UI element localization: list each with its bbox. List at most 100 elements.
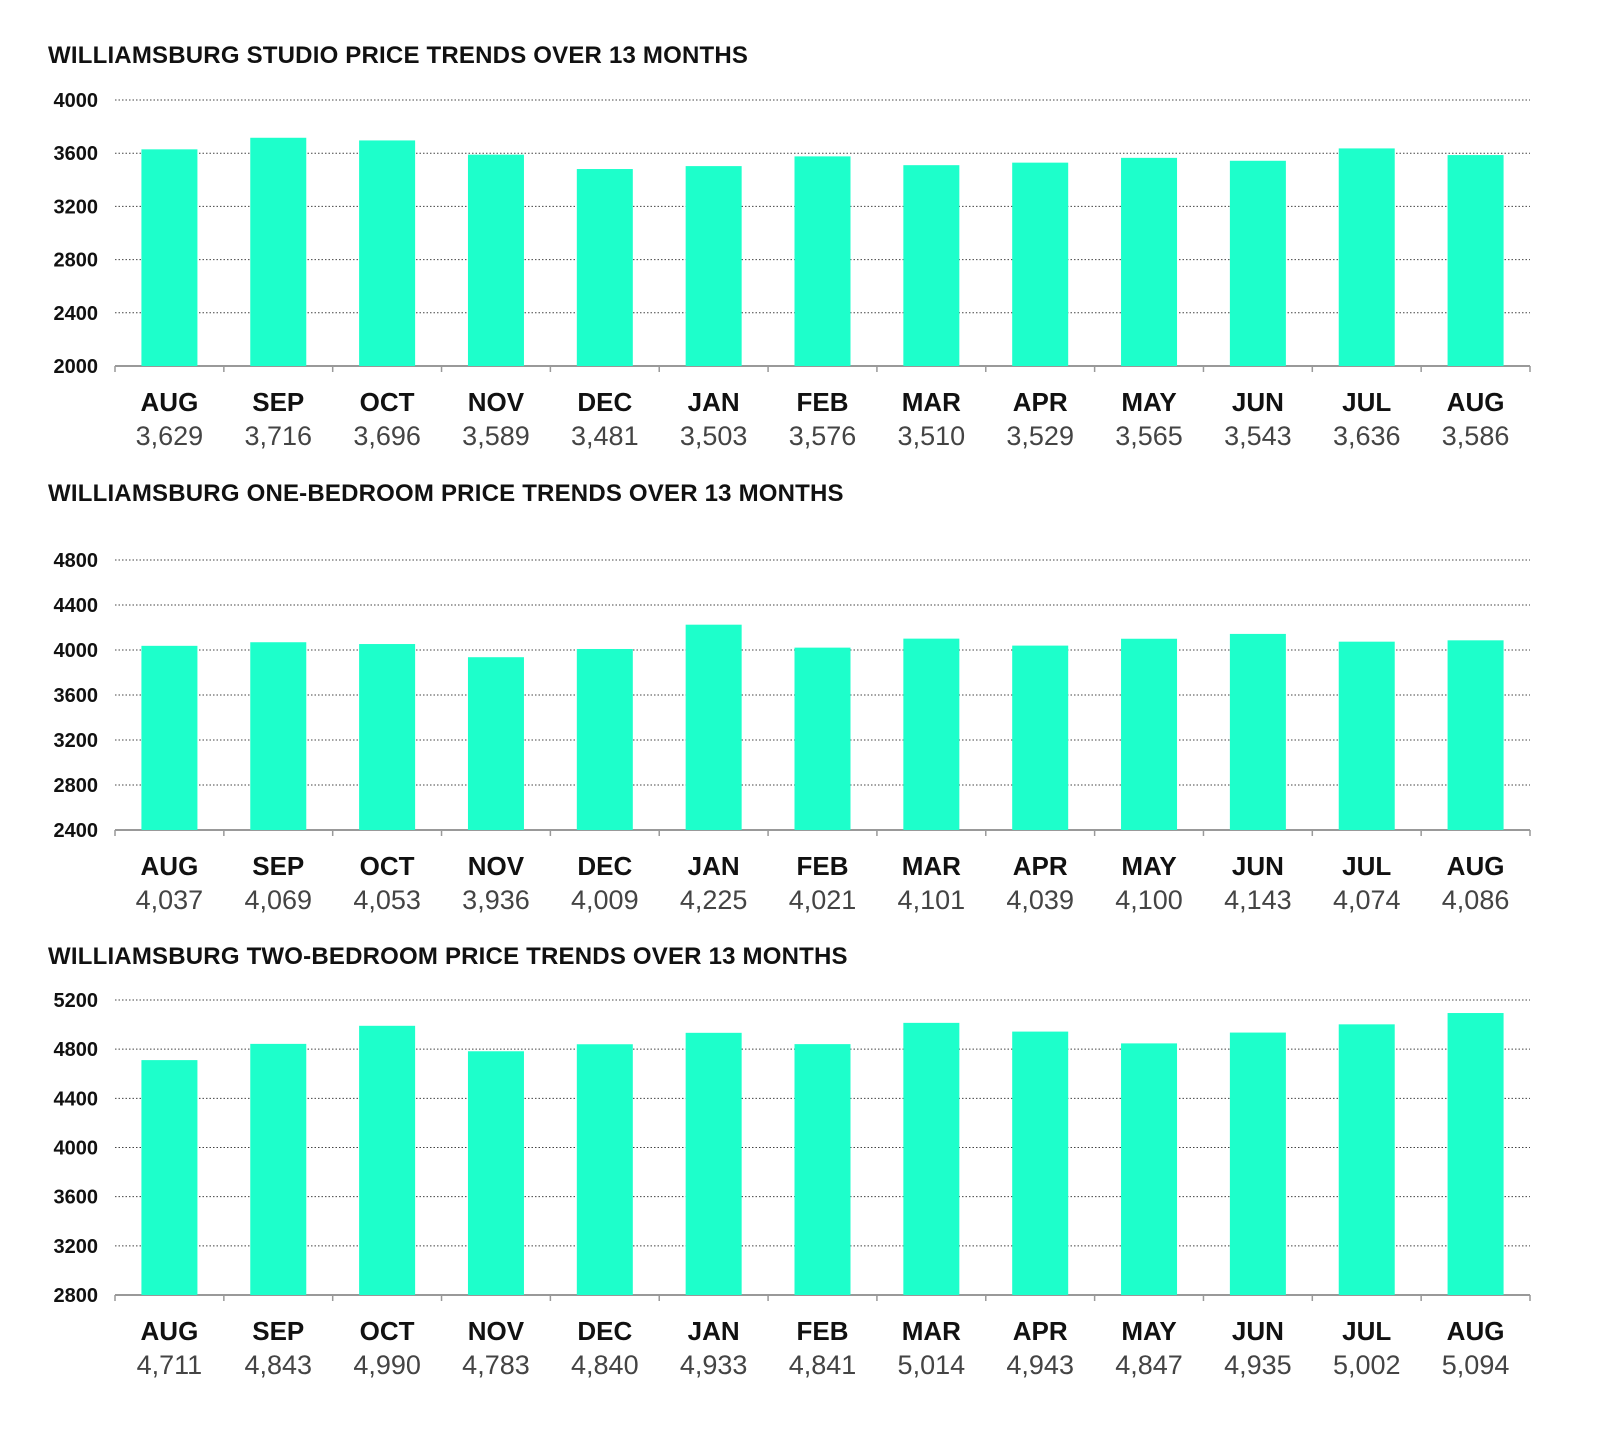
x-value-label: 3,503 bbox=[680, 421, 748, 451]
two-bedroom-chart-plot: 2800 3200 3600 4000 4400 4800 5200 AUG 4,711 SEP 4… bbox=[54, 990, 1531, 1380]
bar bbox=[141, 645, 198, 830]
y-tick-label: 2800 bbox=[54, 250, 99, 272]
x-value-label: 4,843 bbox=[244, 1350, 312, 1380]
bar bbox=[1012, 1031, 1069, 1295]
x-category-label: DEC bbox=[577, 387, 632, 417]
x-value-label: 5,002 bbox=[1333, 1350, 1401, 1380]
x-category-label: JUN bbox=[1232, 851, 1284, 881]
bar bbox=[576, 169, 633, 366]
y-tick-label: 4000 bbox=[54, 640, 99, 662]
x-value-label: 4,711 bbox=[137, 1350, 203, 1380]
y-tick-label: 3600 bbox=[54, 143, 99, 165]
x-category-label: MAY bbox=[1121, 387, 1176, 417]
x-value-label: 3,510 bbox=[898, 421, 966, 451]
x-category-label: JUL bbox=[1342, 387, 1391, 417]
x-category-label: MAY bbox=[1121, 851, 1176, 881]
one-bedroom-chart-plot: 2400 2800 3200 3600 4000 4400 4800 AUG 4,037 SEP 4… bbox=[54, 550, 1531, 915]
x-value-label: 4,841 bbox=[789, 1350, 857, 1380]
studio-chart-plot: 2000 2400 2800 3200 3600 4000 AUG 3,629 SEP 3,716… bbox=[54, 90, 1531, 451]
bar bbox=[576, 1044, 633, 1295]
y-tick-label: 4400 bbox=[54, 1088, 99, 1110]
x-value-label: 3,629 bbox=[136, 421, 204, 451]
x-category-label: JAN bbox=[688, 387, 740, 417]
x-category-label: MAR bbox=[902, 1316, 961, 1346]
bar bbox=[794, 156, 851, 366]
x-category-label: MAY bbox=[1121, 1316, 1176, 1346]
bar bbox=[467, 1051, 524, 1295]
bar bbox=[467, 154, 524, 366]
x-value-label: 3,586 bbox=[1442, 421, 1510, 451]
y-tick-label: 4800 bbox=[54, 550, 99, 572]
x-value-label: 3,543 bbox=[1224, 421, 1292, 451]
bar bbox=[1121, 638, 1178, 830]
bar bbox=[685, 624, 742, 830]
x-value-label: 5,094 bbox=[1442, 1350, 1510, 1380]
x-value-label: 4,009 bbox=[571, 885, 639, 915]
x-category-label: NOV bbox=[468, 851, 525, 881]
chart-title: WILLIAMSBURG STUDIO PRICE TRENDS OVER 13… bbox=[48, 42, 749, 69]
x-category-label: FEB bbox=[797, 1316, 849, 1346]
x-category-label: JUL bbox=[1342, 1316, 1391, 1346]
chart-title: WILLIAMSBURG ONE-BEDROOM PRICE TRENDS OV… bbox=[48, 480, 844, 507]
x-category-label: AUG bbox=[141, 851, 199, 881]
bar bbox=[141, 1060, 198, 1295]
x-category-label: SEP bbox=[252, 387, 304, 417]
x-category-label: JUN bbox=[1232, 1316, 1284, 1346]
x-value-label: 4,783 bbox=[462, 1350, 530, 1380]
x-category-label: DEC bbox=[577, 1316, 632, 1346]
x-category-label: OCT bbox=[360, 387, 415, 417]
bar bbox=[685, 1032, 742, 1295]
y-tick-label: 4400 bbox=[54, 595, 99, 617]
x-value-label: 4,840 bbox=[571, 1350, 639, 1380]
bar bbox=[1447, 155, 1504, 366]
y-tick-label: 3600 bbox=[54, 685, 99, 707]
x-category-label: OCT bbox=[360, 1316, 415, 1346]
x-value-label: 3,716 bbox=[244, 421, 312, 451]
bar bbox=[1338, 641, 1395, 830]
x-value-label: 4,225 bbox=[680, 885, 748, 915]
bar bbox=[1447, 640, 1504, 830]
x-category-label: JAN bbox=[688, 1316, 740, 1346]
bar bbox=[1012, 645, 1069, 830]
bar bbox=[359, 644, 416, 830]
x-value-label: 4,100 bbox=[1115, 885, 1183, 915]
x-category-label: NOV bbox=[468, 387, 525, 417]
x-value-label: 4,074 bbox=[1333, 885, 1401, 915]
y-tick-label: 2000 bbox=[54, 356, 99, 378]
bar bbox=[1229, 633, 1286, 830]
x-value-label: 4,069 bbox=[244, 885, 312, 915]
x-value-label: 4,101 bbox=[898, 885, 966, 915]
x-category-label: AUG bbox=[1447, 1316, 1505, 1346]
y-tick-label: 2800 bbox=[54, 775, 99, 797]
x-category-label: JUN bbox=[1232, 387, 1284, 417]
bar bbox=[1447, 1013, 1504, 1295]
bar bbox=[903, 165, 960, 366]
x-value-label: 4,933 bbox=[680, 1350, 748, 1380]
y-tick-label: 3200 bbox=[54, 1236, 99, 1258]
x-value-label: 4,935 bbox=[1224, 1350, 1292, 1380]
x-value-label: 4,990 bbox=[353, 1350, 421, 1380]
bar bbox=[903, 638, 960, 830]
x-category-label: SEP bbox=[252, 1316, 304, 1346]
bar bbox=[359, 1025, 416, 1295]
x-category-label: FEB bbox=[797, 387, 849, 417]
bar bbox=[250, 642, 307, 830]
x-category-label: JUL bbox=[1342, 851, 1391, 881]
bar bbox=[1338, 1024, 1395, 1295]
bar bbox=[141, 149, 198, 366]
x-category-label: MAR bbox=[902, 851, 961, 881]
bar bbox=[1121, 1043, 1178, 1295]
x-value-label: 3,576 bbox=[789, 421, 857, 451]
x-category-label: APR bbox=[1013, 387, 1068, 417]
x-value-label: 3,936 bbox=[462, 885, 530, 915]
x-value-label: 4,847 bbox=[1115, 1350, 1183, 1380]
x-category-label: FEB bbox=[797, 851, 849, 881]
x-value-label: 3,565 bbox=[1115, 421, 1183, 451]
x-value-label: 3,589 bbox=[462, 421, 530, 451]
bar bbox=[1229, 160, 1286, 366]
bar bbox=[250, 137, 307, 366]
x-value-label: 3,696 bbox=[353, 421, 421, 451]
x-value-label: 4,086 bbox=[1442, 885, 1510, 915]
x-value-label: 4,039 bbox=[1006, 885, 1074, 915]
bar bbox=[794, 647, 851, 830]
